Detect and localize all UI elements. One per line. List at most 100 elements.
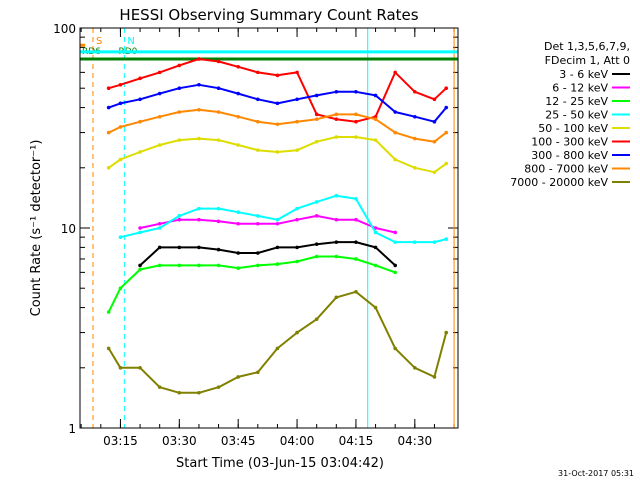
data-point	[216, 206, 221, 211]
data-point	[157, 245, 162, 250]
data-point	[197, 390, 201, 395]
data-point	[197, 263, 201, 268]
legend-entry-label: 7000 - 20000 keV	[510, 176, 608, 189]
data-point	[236, 64, 240, 69]
data-point	[314, 117, 319, 121]
data-point	[334, 217, 339, 222]
data-point	[106, 105, 111, 110]
legend-entry-label: 800 - 7000 keV	[524, 163, 608, 176]
data-point	[236, 114, 240, 119]
y-tick-label: 10	[61, 222, 76, 236]
data-point	[216, 86, 221, 91]
y-tick-label: 100	[53, 22, 76, 36]
data-point	[334, 117, 339, 121]
data-point	[432, 170, 437, 175]
data-point	[236, 91, 240, 96]
data-point	[432, 139, 437, 144]
data-point	[157, 143, 162, 147]
data-point	[444, 105, 449, 110]
data-point	[118, 286, 123, 291]
data-point	[444, 86, 449, 91]
data-point	[444, 161, 449, 166]
data-point	[334, 295, 339, 300]
x-axis-label: Start Time (03-Jun-15 03:04:42)	[176, 456, 384, 471]
data-point	[393, 346, 397, 351]
data-point	[177, 217, 182, 222]
data-point	[295, 70, 299, 75]
data-point	[256, 263, 260, 268]
data-point	[157, 91, 162, 96]
data-point	[216, 138, 221, 142]
data-point	[413, 365, 417, 370]
data-point	[354, 89, 358, 94]
data-point	[295, 97, 299, 102]
data-point	[138, 97, 142, 102]
x-tick-label: 03:30	[162, 434, 197, 448]
data-point	[373, 230, 378, 235]
data-point	[295, 119, 299, 124]
legend-entry-label: 300 - 800 keV	[531, 149, 608, 162]
data-point	[354, 112, 358, 117]
data-point	[118, 157, 123, 162]
legend-entry-label: 3 - 6 keV	[559, 68, 608, 81]
data-point	[236, 210, 240, 214]
data-point	[197, 107, 201, 112]
data-point	[393, 270, 397, 275]
data-point	[373, 117, 378, 121]
chart-title: HESSI Observing Summary Count Rates	[119, 6, 418, 24]
data-point	[334, 89, 339, 94]
data-point	[197, 245, 201, 250]
data-point	[413, 114, 417, 119]
data-point	[295, 148, 299, 152]
data-point	[413, 240, 417, 244]
data-point	[138, 226, 142, 230]
data-point	[444, 237, 449, 241]
series-line	[139, 214, 396, 234]
data-point	[106, 310, 111, 314]
data-point	[157, 226, 162, 230]
data-point	[295, 330, 299, 335]
data-point	[216, 59, 221, 64]
data-point	[275, 262, 280, 266]
data-point	[118, 365, 123, 370]
data-point	[354, 289, 358, 294]
data-point	[295, 217, 299, 222]
data-point	[354, 196, 358, 201]
data-point	[216, 385, 221, 389]
data-point	[197, 82, 201, 87]
legend-entry-label: 50 - 100 keV	[538, 122, 608, 135]
data-point	[138, 263, 142, 268]
data-point	[138, 365, 142, 370]
data-point	[197, 217, 201, 222]
data-point	[256, 370, 260, 375]
data-point	[275, 122, 280, 127]
data-point	[413, 89, 417, 94]
x-tick-label: 04:15	[339, 434, 374, 448]
data-point	[275, 217, 280, 222]
data-point	[236, 251, 240, 255]
data-point	[413, 136, 417, 141]
data-point	[444, 130, 449, 135]
data-point	[314, 242, 319, 246]
data-point	[314, 200, 319, 204]
data-point	[314, 214, 319, 218]
data-point	[295, 259, 299, 264]
data-point	[432, 119, 437, 124]
data-point	[197, 206, 201, 211]
data-point	[373, 138, 378, 142]
data-point	[138, 267, 142, 272]
legend-entry-label: 12 - 25 keV	[545, 95, 608, 108]
data-point	[106, 346, 111, 351]
data-point	[354, 217, 358, 222]
data-point	[157, 221, 162, 226]
legend-header: Det 1,3,5,6,7,9,	[544, 40, 630, 53]
data-point	[295, 245, 299, 250]
legend-entry-label: 25 - 50 keV	[545, 109, 608, 122]
data-point	[373, 263, 378, 268]
data-point	[138, 76, 142, 81]
data-point	[354, 119, 358, 124]
data-point	[256, 221, 260, 226]
data-point	[373, 305, 378, 310]
